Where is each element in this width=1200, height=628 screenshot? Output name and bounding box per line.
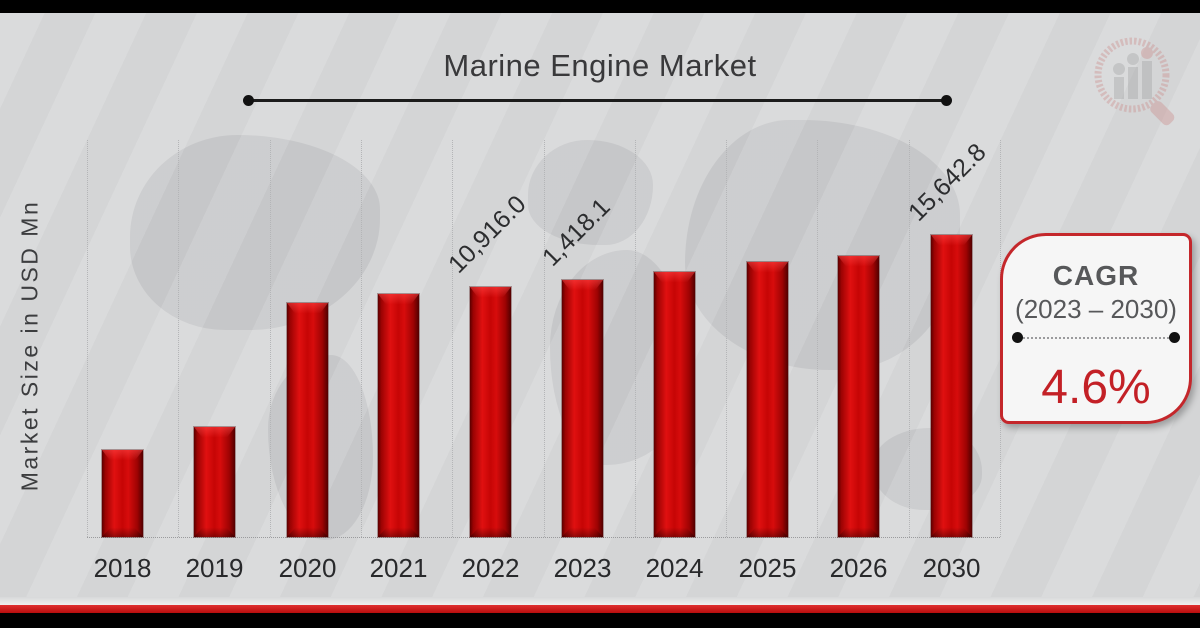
bar-2025 (747, 262, 788, 537)
gridline-4 (452, 140, 453, 537)
data-label-2023: 1,418.1 (536, 192, 616, 272)
cagr-period: (2023 – 2030) (1015, 294, 1177, 324)
underline-left-dot (243, 95, 254, 106)
x-axis-label-2026: 2026 (829, 553, 888, 583)
bar-2022 (470, 287, 511, 537)
bar-2018 (102, 450, 143, 537)
data-label-2030: 15,642.8 (902, 138, 992, 227)
gridline-3 (361, 140, 362, 537)
x-axis-label-2021: 2021 (369, 553, 428, 583)
chart-title: Marine Engine Market (443, 48, 757, 83)
bar-2019 (194, 427, 235, 537)
bar-2021 (378, 294, 419, 537)
cagr-heading: CAGR (1052, 260, 1140, 291)
x-axis-label-2022: 2022 (461, 553, 520, 583)
x-axis-label-2019: 2019 (185, 553, 244, 583)
gridline-9 (909, 140, 910, 537)
gridline-5 (544, 140, 545, 537)
y-axis-label: Market Size in USD Mn (16, 199, 43, 492)
title-underline (248, 99, 946, 102)
bar-2023 (562, 280, 603, 537)
x-axis-label-2020: 2020 (278, 553, 337, 583)
bar-2020 (287, 303, 328, 537)
bar-2024 (654, 272, 695, 537)
x-axis-label-2025: 2025 (738, 553, 797, 583)
gridline-7 (726, 140, 727, 537)
data-label-2022: 10,916.0 (442, 190, 532, 279)
x-axis-label-2024: 2024 (645, 553, 704, 583)
underline-right-dot (941, 95, 952, 106)
bar-2026 (838, 256, 879, 537)
bottom-light-strip (0, 597, 1200, 605)
cagr-divider-line (1019, 337, 1173, 339)
x-axis-label-2030: 2030 (922, 553, 981, 583)
x-axis-label-2018: 2018 (93, 553, 152, 583)
cagr-divider-left-dot (1012, 332, 1023, 343)
bottom-black-bar (0, 613, 1200, 628)
gridline-2 (270, 140, 271, 537)
gridline-6 (635, 140, 636, 537)
gridline-8 (817, 140, 818, 537)
bar-2030 (931, 235, 972, 537)
cagr-callout-box: CAGR (2023 – 2030) 4.6% (1000, 233, 1192, 424)
gridline-1 (178, 140, 179, 537)
x-axis-baseline (87, 537, 1000, 538)
cagr-divider-right-dot (1169, 332, 1180, 343)
x-axis-label-2023: 2023 (553, 553, 612, 583)
top-black-bar (0, 0, 1200, 13)
cagr-value: 4.6% (1041, 361, 1151, 414)
bottom-red-strip (0, 605, 1200, 613)
gridline-0 (87, 140, 88, 537)
magnifier-bar-chart-logo-icon (1088, 33, 1188, 134)
